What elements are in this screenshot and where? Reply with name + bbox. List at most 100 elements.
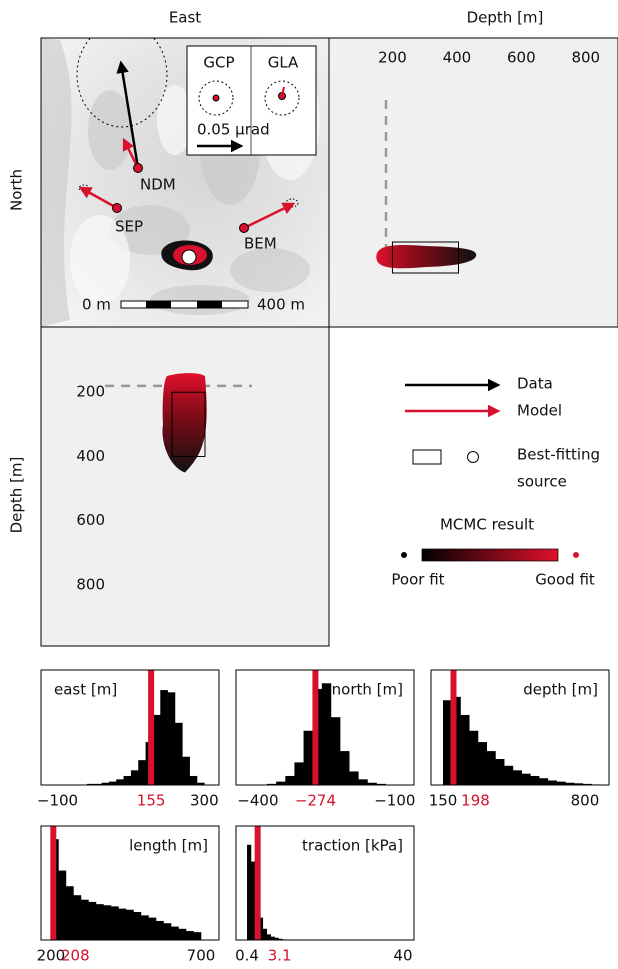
histogram-bar — [495, 759, 505, 785]
inset-scale-label: 0.05 μrad — [197, 121, 270, 139]
histogram-bar — [330, 717, 341, 785]
histogram-title: length [m] — [129, 837, 208, 855]
histogram-bar — [591, 784, 601, 785]
histogram-bar — [303, 730, 313, 785]
x-tick-label: −100 — [37, 792, 78, 810]
histogram-bar — [94, 783, 102, 785]
histogram-bar — [582, 783, 592, 785]
histogram-bar — [125, 909, 134, 940]
histogram-bar — [278, 938, 283, 940]
histogram-bar — [123, 775, 132, 785]
histogram-bar — [196, 782, 205, 785]
x-tick-label: 800 — [571, 49, 600, 67]
histogram-bar — [266, 934, 271, 940]
model-arrow — [78, 186, 118, 210]
histogram-bar — [101, 782, 110, 785]
histogram-bar — [250, 861, 256, 940]
histogram-bar — [443, 700, 453, 785]
best-value-label: 3.1 — [268, 947, 292, 965]
histogram-bar — [262, 928, 268, 940]
x-tick-label: 700 — [187, 947, 216, 965]
station — [112, 203, 122, 213]
station-label: SEP — [115, 218, 143, 236]
best-value-label: 208 — [61, 947, 90, 965]
histogram-bar — [460, 714, 470, 785]
histogram-bar — [65, 886, 74, 940]
histogram-bar — [73, 895, 82, 940]
legend-label: source — [517, 473, 567, 491]
station — [133, 163, 143, 173]
best-value-line — [312, 670, 319, 785]
histogram-bar — [130, 770, 139, 785]
histogram-frame — [235, 825, 415, 941]
x-axis-label: East — [169, 9, 201, 27]
histogram-bar — [163, 923, 172, 940]
histogram-bar — [118, 908, 127, 940]
model-arrow — [122, 137, 140, 169]
histogram-bar — [574, 783, 584, 785]
x-axis-label: Depth [m] — [467, 9, 544, 27]
scale-bar — [120, 300, 249, 309]
histogram-bar — [138, 760, 146, 785]
x-tick-label: 40 — [393, 947, 412, 965]
histogram-bar — [349, 771, 359, 785]
inset-label: GCP — [203, 54, 234, 72]
histogram-title: north [m] — [332, 681, 403, 699]
histogram-bar — [193, 932, 202, 940]
mcmc-cloud — [162, 373, 207, 473]
mcmc-cloud — [376, 245, 477, 269]
histogram-bar — [267, 783, 277, 785]
station-label: BEM — [244, 235, 277, 253]
legend-label: Best-fitting — [517, 446, 600, 464]
x-tick-label: 800 — [571, 792, 600, 810]
data-arrow — [116, 60, 140, 169]
histogram-bar — [155, 920, 164, 940]
histogram-bar — [530, 775, 540, 785]
histogram-bar — [182, 756, 190, 785]
y-tick-label: 200 — [76, 383, 105, 401]
histogram-bar — [274, 937, 279, 940]
best-value-line — [450, 670, 457, 785]
histogram-bar — [86, 783, 95, 785]
station — [239, 223, 249, 233]
histogram-bar — [174, 722, 183, 785]
inset-arrow — [281, 86, 285, 97]
x-tick-label: 400 — [443, 49, 472, 67]
y-axis-label: North — [8, 169, 26, 211]
map: NDM SEP BEM GCP GLA 0.05 μrad 0 m 400 m — [41, 38, 329, 327]
histogram-bar — [108, 781, 117, 785]
best-value-label: 198 — [461, 792, 490, 810]
histogram-bar — [170, 926, 179, 940]
histogram-bar — [116, 779, 124, 785]
inset-station — [212, 94, 220, 102]
x-tick-label: 300 — [190, 792, 219, 810]
best-value-label: −274 — [295, 792, 336, 810]
histogram-bar — [110, 906, 119, 940]
histogram-bar — [512, 770, 522, 785]
histogram-bar — [547, 780, 557, 785]
y-axis-label: Depth [m] — [8, 457, 26, 534]
histogram-bar — [486, 751, 496, 785]
colorbar-dot — [573, 552, 579, 558]
x-tick-label: −100 — [374, 792, 415, 810]
legend-label: Poor fit — [391, 571, 444, 589]
best-value-label: 155 — [137, 792, 166, 810]
histogram-bar — [270, 936, 275, 940]
histogram-bar — [556, 781, 566, 785]
scale-label: 0 m — [82, 296, 111, 314]
x-tick-label: −400 — [237, 792, 278, 810]
histogram-bar — [340, 751, 350, 785]
histogram-bar — [521, 773, 531, 785]
histogram-bar — [504, 765, 514, 785]
histogram-bar — [565, 782, 575, 785]
histogram-bar — [95, 904, 104, 940]
histogram-bar — [178, 928, 187, 940]
histogram-bar — [167, 692, 176, 785]
histogram-bar — [294, 762, 304, 785]
histogram-bar — [477, 742, 487, 785]
legend-label: Data — [517, 375, 553, 393]
best-source-box — [391, 241, 460, 274]
station-labels: NDM SEP BEM — [115, 176, 277, 253]
depth-north-panel — [328, 37, 618, 328]
